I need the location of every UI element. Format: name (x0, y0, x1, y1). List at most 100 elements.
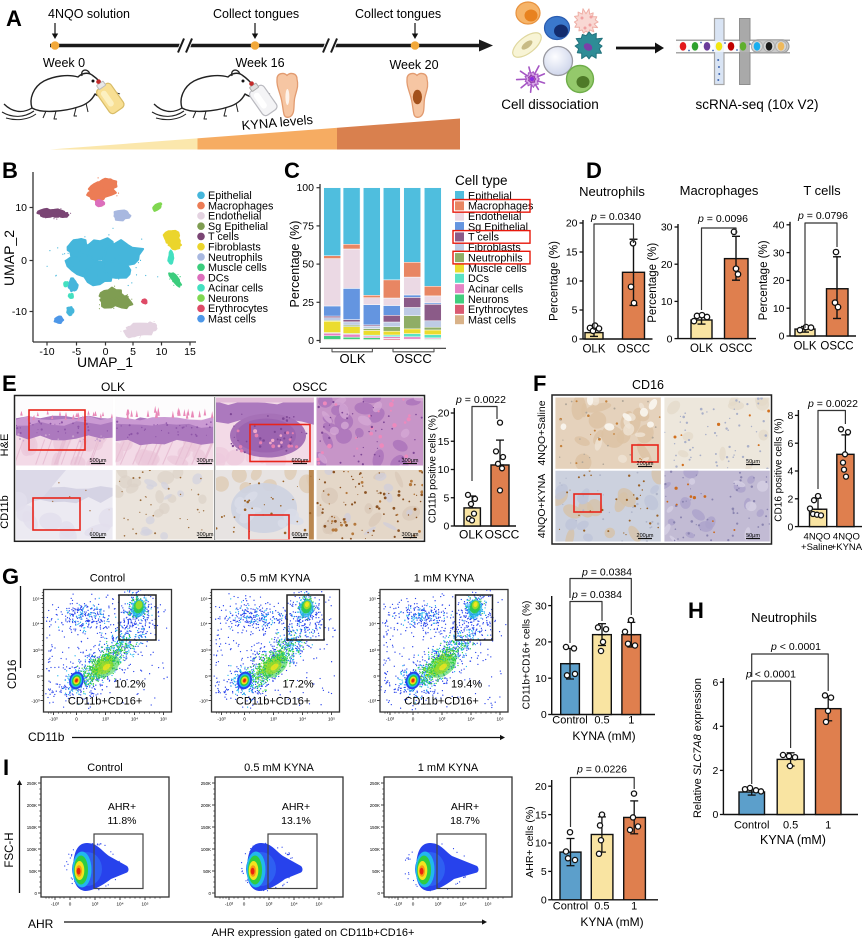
svg-text:0: 0 (378, 891, 381, 896)
svg-text:15: 15 (535, 809, 547, 821)
svg-text:T cells: T cells (803, 183, 841, 198)
svg-text:Macrophages: Macrophages (680, 183, 759, 198)
svg-text:250K: 250K (201, 781, 211, 786)
svg-text:20: 20 (773, 275, 785, 287)
svg-text:10: 10 (438, 464, 450, 476)
svg-text:0: 0 (412, 902, 415, 907)
svg-text:30: 30 (535, 600, 547, 612)
svg-text:10³: 10³ (435, 902, 442, 907)
svg-text:G: G (2, 564, 19, 589)
svg-text:6: 6 (713, 677, 719, 689)
svg-text:Neurons: Neurons (208, 293, 249, 305)
svg-text:10⁵: 10⁵ (141, 902, 148, 907)
svg-text:4NQO: 4NQO (804, 532, 831, 543)
svg-text:20: 20 (566, 218, 578, 230)
svg-text:250K: 250K (27, 781, 37, 786)
svg-text:40: 40 (773, 220, 785, 232)
svg-text:Control: Control (553, 901, 588, 913)
svg-text:KYNA levels: KYNA levels (241, 112, 314, 133)
svg-text:-10³: -10³ (386, 717, 395, 722)
svg-text:10: 10 (156, 346, 168, 358)
svg-text:+Saline: +Saline (801, 542, 833, 553)
svg-text:AHR+ cells (%): AHR+ cells (%) (524, 806, 536, 877)
svg-text:AHR expression gated on CD11b+: AHR expression gated on CD11b+CD16+ (212, 927, 415, 938)
svg-text:10³: 10³ (266, 902, 273, 907)
svg-text:UMAP_1: UMAP_1 (77, 354, 133, 370)
svg-text:13.1%: 13.1% (281, 815, 311, 827)
svg-text:Endothelial: Endothelial (208, 211, 261, 223)
svg-text:Percentage (%): Percentage (%) (647, 243, 659, 323)
svg-text:-10³: -10³ (368, 698, 377, 703)
svg-text:100: 100 (296, 182, 314, 194)
svg-text:CD16 positive cells (%): CD16 positive cells (%) (774, 418, 785, 521)
svg-text:OSCC: OSCC (293, 380, 328, 394)
svg-text:H&E: H&E (0, 434, 11, 457)
svg-text:OSCC: OSCC (394, 351, 432, 366)
svg-text:T cells: T cells (208, 231, 240, 243)
svg-text:UMAP_2: UMAP_2 (1, 230, 17, 286)
svg-text:50μm: 50μm (746, 459, 760, 465)
svg-text:50: 50 (302, 259, 314, 271)
svg-text:Percentage (%): Percentage (%) (549, 241, 561, 321)
svg-text:C: C (284, 158, 300, 183)
svg-text:10⁴: 10⁴ (369, 621, 376, 626)
svg-text:10⁴: 10⁴ (131, 717, 138, 722)
svg-text:Neutrophils: Neutrophils (751, 610, 817, 625)
svg-text:10³: 10³ (102, 717, 109, 722)
svg-text:200K: 200K (27, 803, 37, 808)
svg-text:I: I (3, 755, 9, 780)
svg-text:10: 10 (535, 838, 547, 850)
svg-text:10: 10 (566, 276, 578, 288)
svg-text:AHR+: AHR+ (282, 801, 310, 813)
svg-text:Epithelial: Epithelial (208, 190, 252, 202)
svg-text:10⁵: 10⁵ (160, 717, 167, 722)
svg-text:Week 0: Week 0 (43, 56, 85, 70)
svg-text:CD11b: CD11b (0, 495, 11, 528)
svg-text:1: 1 (631, 901, 637, 913)
svg-text:p = 0.0226: p = 0.0226 (576, 764, 627, 776)
svg-text:0: 0 (541, 709, 547, 721)
svg-text:0: 0 (572, 334, 578, 346)
svg-text:4: 4 (713, 721, 719, 733)
svg-text:Neutrophils: Neutrophils (579, 184, 645, 199)
svg-text:0: 0 (443, 521, 449, 533)
svg-text:Percentage (%): Percentage (%) (758, 240, 770, 320)
svg-text:50K: 50K (372, 869, 380, 874)
svg-text:Muscle cells: Muscle cells (468, 263, 527, 275)
svg-text:10⁵: 10⁵ (32, 596, 39, 601)
svg-text:OLK: OLK (793, 341, 816, 353)
svg-text:Week 20: Week 20 (389, 58, 438, 72)
svg-text:CD11b+CD16+: CD11b+CD16+ (404, 696, 478, 708)
svg-text:5: 5 (541, 866, 547, 878)
svg-text:F: F (533, 371, 546, 396)
svg-text:1 mM KYNA: 1 mM KYNA (414, 573, 475, 585)
svg-text:p = 0.0022: p = 0.0022 (455, 394, 506, 406)
svg-text:200μm: 200μm (637, 461, 654, 467)
svg-text:p < 0.0001: p < 0.0001 (745, 669, 796, 681)
svg-text:0.5: 0.5 (594, 901, 609, 913)
svg-text:Acinar cells: Acinar cells (468, 283, 524, 295)
svg-text:20: 20 (438, 408, 450, 420)
svg-text:Sg Epithelial: Sg Epithelial (208, 221, 268, 233)
svg-text:Cell type: Cell type (455, 173, 508, 188)
svg-text:-5: -5 (72, 346, 81, 358)
svg-text:8: 8 (788, 410, 794, 422)
svg-text:OLK: OLK (582, 344, 605, 356)
svg-text:10³: 10³ (439, 717, 446, 722)
svg-text:Cell dissociation: Cell dissociation (501, 97, 599, 112)
svg-text:Endothelial: Endothelial (468, 211, 521, 223)
svg-text:0: 0 (243, 717, 246, 722)
svg-text:6: 6 (788, 438, 794, 450)
svg-text:10: 10 (15, 202, 27, 214)
svg-text:0: 0 (209, 891, 212, 896)
svg-text:p = 0.0096: p = 0.0096 (697, 213, 748, 225)
svg-text:10⁴: 10⁴ (459, 902, 466, 907)
svg-text:0: 0 (37, 674, 40, 679)
svg-text:+KYNA: +KYNA (831, 542, 863, 553)
svg-text:10⁵: 10⁵ (328, 717, 335, 722)
svg-text:H: H (688, 598, 704, 623)
svg-text:FSC-H: FSC-H (4, 832, 16, 867)
svg-text:-10: -10 (39, 346, 54, 358)
svg-text:Collect tongues: Collect tongues (355, 7, 441, 21)
svg-text:A: A (6, 6, 22, 31)
